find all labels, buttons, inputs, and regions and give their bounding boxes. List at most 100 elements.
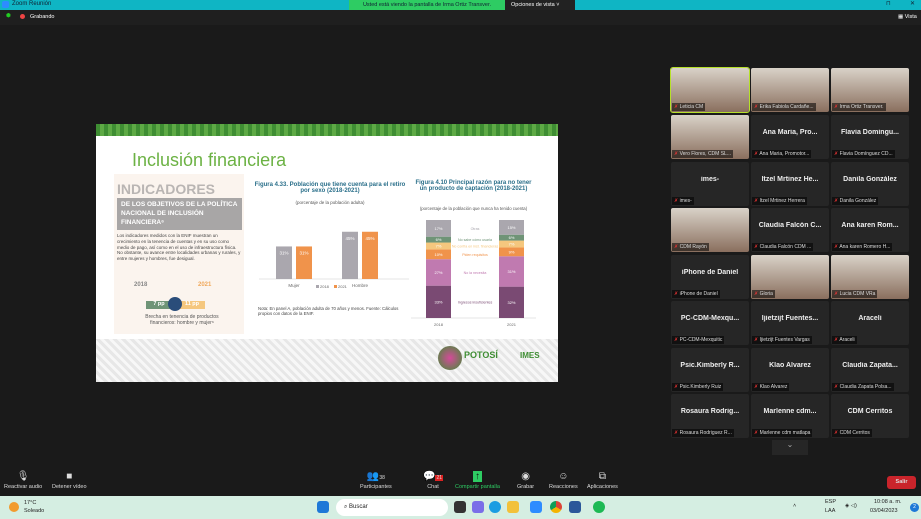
participant-tile[interactable]: Marlenne cdm... Marlenne cdm matlapa [751, 394, 829, 438]
indicators-heading: INDICADORES [117, 181, 216, 197]
tray-chevron-icon[interactable]: ˄ [793, 503, 797, 509]
participant-tile[interactable]: Vero Flores, CDM SL... [671, 115, 749, 159]
chart-note: Nota: En panel A, población adulta de 70… [258, 306, 399, 316]
chat-badge: 21 [435, 475, 444, 481]
weather-desc[interactable]: Soleado [24, 508, 45, 514]
indicators-subheading: DE LOS OBJETIVOS DE LA POLÍTICA NACIONAL… [117, 198, 242, 230]
data-label: 15% [507, 225, 515, 230]
view-button[interactable]: ▦ Vista [898, 14, 917, 20]
participant-name-label: Itzel Mrtinez Herrera [752, 197, 807, 205]
participant-tile[interactable]: Ijietzijt Fuentes... Ijietzijt Fuentes Va… [751, 301, 829, 345]
participant-name-label: Erika Fabiola Cardañe... [752, 103, 816, 111]
participant-tile[interactable]: Claudia Zapata... Claudia Zapata Polsa... [831, 348, 909, 392]
keyboard-layout[interactable]: LAA [825, 508, 836, 514]
participant-name-label: CDM Cerritos [832, 429, 872, 437]
view-options-button[interactable]: Opciones de vista ˅ [505, 0, 575, 10]
data-label: 7% [509, 242, 515, 247]
pin-icon[interactable]: ⊓ [886, 1, 891, 7]
category-label: 2018 [434, 322, 444, 327]
participant-tile[interactable]: Gloria [751, 255, 829, 299]
participants-button[interactable]: 👥38 Participantes [360, 471, 392, 490]
view-options-label: Opciones de vista [511, 2, 555, 8]
task-view-icon[interactable] [454, 501, 466, 513]
record-button[interactable]: ◉ Grabar [517, 471, 534, 490]
weather-temp[interactable]: 17°C [24, 500, 37, 506]
recording-icon [20, 14, 25, 19]
zoom-taskbar-icon[interactable] [530, 501, 542, 513]
recording-label[interactable]: Grabando [30, 14, 55, 20]
participant-tile[interactable]: CDM Rayón [671, 208, 749, 252]
stacked-bar-segment [426, 242, 451, 250]
participant-tile[interactable]: CDM Cerritos CDM Cerritos [831, 394, 909, 438]
data-label: 27% [434, 270, 442, 275]
participant-tile[interactable]: Klao Alvarez Klao Alvarez [751, 348, 829, 392]
file-explorer-icon[interactable] [507, 501, 519, 513]
word-icon[interactable] [569, 501, 581, 513]
teams-icon[interactable] [472, 501, 484, 513]
notification-badge[interactable]: 2 [910, 503, 919, 512]
wifi-volume-icon[interactable]: ◈ ◁) [845, 503, 857, 509]
participant-name-label: CDM Rayón [672, 243, 709, 251]
participant-name-label: imes- [672, 197, 694, 205]
participant-tile[interactable]: Ana karen Rom... Ana karen Romero H... [831, 208, 909, 252]
stacked-bar-segment [499, 234, 524, 241]
participant-tile[interactable]: Ana Maria, Pro... Ana Maria, Promotor... [751, 115, 829, 159]
language-code[interactable]: ESP [825, 499, 837, 505]
data-label: 10% [434, 252, 442, 257]
view-label: Vista [904, 14, 917, 20]
series-label: Piden requisitos [462, 253, 488, 257]
stacked-bar-segment [426, 259, 451, 286]
clock-date[interactable]: 03/04/2023 [870, 508, 898, 514]
sharing-banner: Usted está viendo la pantalla de Irma Or… [349, 0, 505, 10]
participant-tile[interactable]: Irma Ortiz Transver. [831, 68, 909, 112]
participant-name-label: Psic.Kimberly Ruiz [672, 383, 724, 391]
search-box[interactable]: ⌕ Buscar [336, 499, 448, 516]
participant-name-label: Leticia CM [672, 103, 706, 111]
edge-icon[interactable] [489, 501, 501, 513]
gap-2021: 11 pp [179, 301, 205, 309]
unmute-button[interactable]: 🎙 Reactivar audio [4, 471, 42, 490]
chart2-title: Figura 4.10 Principal razón para no tene… [415, 180, 532, 192]
clock-time[interactable]: 10:08 a. m. [874, 499, 902, 505]
apps-label: Aplicaciones [587, 484, 618, 490]
participant-tile[interactable]: Itzel Mrtinez He... Itzel Mrtinez Herrera [751, 162, 829, 206]
participant-tile[interactable]: Flavia Domingu... Flavia Domínguez CD... [831, 115, 909, 159]
participant-display-name: Psic.Kimberly R... [680, 362, 740, 369]
year-2021: 2021 [198, 282, 212, 288]
chat-button[interactable]: 💬21 Chat [423, 471, 444, 490]
participant-tile[interactable]: Araceli Araceli [831, 301, 909, 345]
participant-tile[interactable]: imes-imes- [671, 162, 749, 206]
weather-sun-icon [9, 502, 19, 512]
participant-name-label: Klao Alvarez [752, 383, 790, 391]
participant-tile[interactable]: Claudia Falcón C... Claudia Falcón CDM ..… [751, 208, 829, 252]
data-label: 6% [436, 237, 442, 242]
scroll-down-button[interactable]: ⌄ [772, 440, 808, 455]
record-icon: ◉ [521, 471, 530, 482]
spotify-icon[interactable] [593, 501, 605, 513]
data-label: 6% [509, 235, 515, 240]
participant-tile[interactable]: Rosaura Rodrig... Rosaura Rodriguez R... [671, 394, 749, 438]
chevron-down-icon: ˅ [556, 2, 560, 8]
participant-tile[interactable]: iPhone de Daniel iPhone de Daniel [671, 255, 749, 299]
legend-swatch [334, 285, 337, 288]
participant-tile[interactable]: Psic.Kimberly R... Psic.Kimberly Ruiz [671, 348, 749, 392]
participant-tile[interactable]: Erika Fabiola Cardañe... [751, 68, 829, 112]
series-label: No confía en inst. financieras [452, 244, 499, 248]
imes-logo: IMES [520, 351, 540, 360]
participant-tile[interactable]: Danila González Danila González [831, 162, 909, 206]
search-icon: ⌕ [344, 504, 350, 510]
close-icon[interactable]: ✕ [910, 1, 916, 7]
shared-slide: Inclusión financiera INDICADORES DE LOS … [96, 124, 558, 382]
participant-tile[interactable]: Leticia CM [670, 67, 750, 113]
participant-tile[interactable]: PC-CDM-Mexqu... PC-CDM-Mexquitic [671, 301, 749, 345]
participant-tile[interactable]: Lucia CDM VRa [831, 255, 909, 299]
apps-button[interactable]: ⧉ Aplicaciones [587, 471, 618, 490]
start-icon[interactable] [317, 501, 329, 513]
participant-name-label: Flavia Domínguez CD... [832, 150, 895, 158]
reactions-button[interactable]: ☺ Reacciones [549, 471, 578, 490]
chrome-icon[interactable] [550, 501, 562, 513]
stop-video-button[interactable]: ■ Detener vídeo [52, 471, 87, 490]
shield-icon[interactable]: ⬢ [6, 13, 11, 19]
share-screen-button[interactable]: ↑ Compartir pantalla [455, 471, 500, 490]
leave-button[interactable]: Salir [887, 476, 916, 489]
